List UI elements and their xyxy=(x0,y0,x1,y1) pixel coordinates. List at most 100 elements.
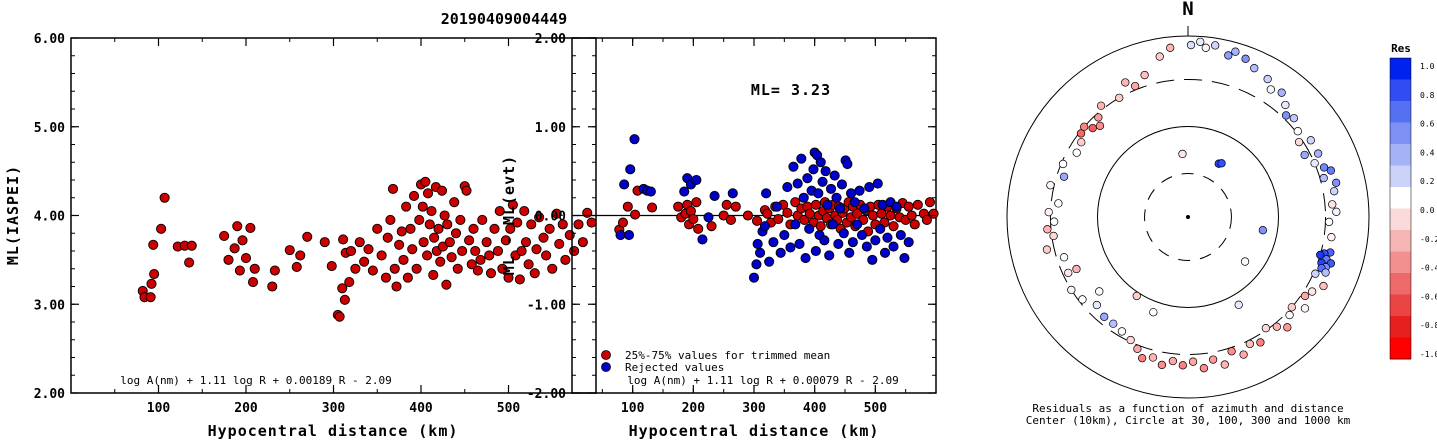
plot2-point-rejected xyxy=(759,221,770,232)
polar-caption-line2: Center (10km), Circle at 30, 100, 300 an… xyxy=(1026,414,1351,427)
colorbar-tick-label: -0.6 xyxy=(1420,292,1437,301)
plot2-point-rejected xyxy=(794,238,805,249)
plot2-point-rejected xyxy=(792,178,803,189)
plot2-point-rejected xyxy=(820,166,831,177)
plot1-point xyxy=(414,214,425,225)
polar-point xyxy=(1149,308,1158,317)
plot1-point xyxy=(475,254,486,265)
colorbar-cell xyxy=(1390,294,1411,317)
plot2-point-rejected xyxy=(779,229,790,241)
plot1-point xyxy=(514,274,525,285)
colorbar-tick-label: -1.0 xyxy=(1420,350,1437,359)
plot2-point-rejected xyxy=(798,192,809,203)
plot1-xtick-label: 200 xyxy=(234,401,258,416)
plot1-point xyxy=(526,219,537,230)
ml-value-label: ML= 3.23 xyxy=(751,81,831,99)
polar-point xyxy=(1227,347,1236,356)
plot1-point xyxy=(422,188,434,199)
polar-point xyxy=(1300,291,1310,301)
plot1-point xyxy=(436,185,448,196)
polar-point xyxy=(1115,93,1124,103)
plot2-point-rejected xyxy=(764,256,775,267)
plot1-point xyxy=(484,250,495,261)
plot1-point xyxy=(444,237,455,248)
plot2-point-rejected xyxy=(645,186,656,197)
plot2-point-trimmed xyxy=(888,221,899,232)
plot1-point xyxy=(319,237,330,248)
plot1-xlabel: Hypocentral distance (km) xyxy=(208,422,459,440)
colorbar-tick-label: 0.4 xyxy=(1420,148,1435,157)
polar-point xyxy=(1217,159,1226,168)
plot1-point xyxy=(507,199,518,210)
plot2-point-rejected xyxy=(691,174,702,186)
plot1-point xyxy=(519,206,530,217)
polar-point xyxy=(1059,172,1069,181)
plot1-point xyxy=(497,263,508,274)
plot2-point-rejected xyxy=(822,199,833,210)
polar-point xyxy=(1240,257,1250,266)
plot2-point-rejected xyxy=(867,254,878,265)
plot2-point-trimmed xyxy=(751,215,763,226)
plot1-point xyxy=(422,250,433,261)
plot2-point-rejected xyxy=(842,158,853,170)
legend-marker-trimmed xyxy=(601,350,611,360)
plot1-point xyxy=(472,265,483,276)
plot2-point-rejected xyxy=(888,241,899,252)
polar-point xyxy=(1054,199,1063,208)
plot1-point xyxy=(148,239,159,250)
plot2-point-trimmed xyxy=(691,197,702,208)
plot1-point xyxy=(302,231,313,242)
plot1-point xyxy=(468,223,479,234)
polar-point xyxy=(1117,327,1127,336)
plot2-point-trimmed xyxy=(867,210,878,221)
polar-point xyxy=(1196,37,1205,47)
colorbar-cells xyxy=(1389,57,1412,360)
plot1-ticks: 100 200 300 400 500 2.00 3.00 4.00 5.00 6.00 xyxy=(34,32,597,416)
polar-point xyxy=(1231,47,1240,56)
plot2-point-rejected xyxy=(768,237,779,248)
plot1-point xyxy=(334,311,345,322)
polar-point xyxy=(1168,356,1178,366)
plot1-point xyxy=(337,283,348,294)
plot1-point xyxy=(149,269,160,280)
plot2-point-rejected xyxy=(854,185,865,196)
plot1-point xyxy=(350,263,361,274)
plot1-point xyxy=(477,214,488,225)
plot2-point-rejected xyxy=(836,179,848,190)
plot1-ytick-label: 2.00 xyxy=(34,387,65,402)
plot1-point xyxy=(534,212,545,223)
polar-point xyxy=(1281,111,1291,120)
plot2-point-rejected xyxy=(872,178,883,189)
colorbar-ticks: 1.0 0.8 0.6 0.4 0.2 0.0 -0.2 -0.4 -0.6 -0.8 -1.0 xyxy=(1420,62,1437,359)
polar-point xyxy=(1324,217,1334,227)
ml-vs-distance-panel: 100 200 300 400 500 2.00 3.00 4.00 5.00 6.00 ML(I… xyxy=(4,32,597,440)
polar-point xyxy=(1211,41,1220,50)
plot1-point xyxy=(523,259,534,270)
ring-300km xyxy=(1049,78,1327,356)
polar-caption-line1: Residuals as a function of azimuth and d… xyxy=(1032,402,1343,415)
plot1-point xyxy=(396,226,407,237)
event-title: 20190409004449 xyxy=(441,10,567,28)
plot1-point xyxy=(391,281,402,292)
residual-colorbar: Res 1.0 0.8 0.6 0.4 0.2 0.0 -0.2 -0.4 -0.6 -0.8 -1… xyxy=(1389,42,1437,360)
plot2-point-rejected xyxy=(870,235,881,246)
plot2-point-rejected xyxy=(772,201,783,212)
colorbar-cell xyxy=(1390,101,1411,123)
plot1-point xyxy=(387,183,399,194)
plot1-point xyxy=(577,237,588,248)
plot2-ylabel: ML - ML(evt) xyxy=(500,155,518,275)
colorbar-cell xyxy=(1390,165,1411,188)
polar-rings xyxy=(1006,26,1370,399)
plot2-point-rejected xyxy=(847,237,858,248)
plot2-point-trimmed xyxy=(688,213,699,225)
colorbar-cell xyxy=(1390,273,1411,295)
polar-point xyxy=(1261,324,1271,333)
plot1-point xyxy=(394,239,405,250)
colorbar-tick-label: 0.0 xyxy=(1420,206,1435,215)
plot1-point xyxy=(284,245,295,256)
polar-point xyxy=(1077,138,1086,147)
polar-point xyxy=(1321,268,1330,277)
plot1-point xyxy=(417,201,428,212)
polar-point xyxy=(1137,354,1147,363)
